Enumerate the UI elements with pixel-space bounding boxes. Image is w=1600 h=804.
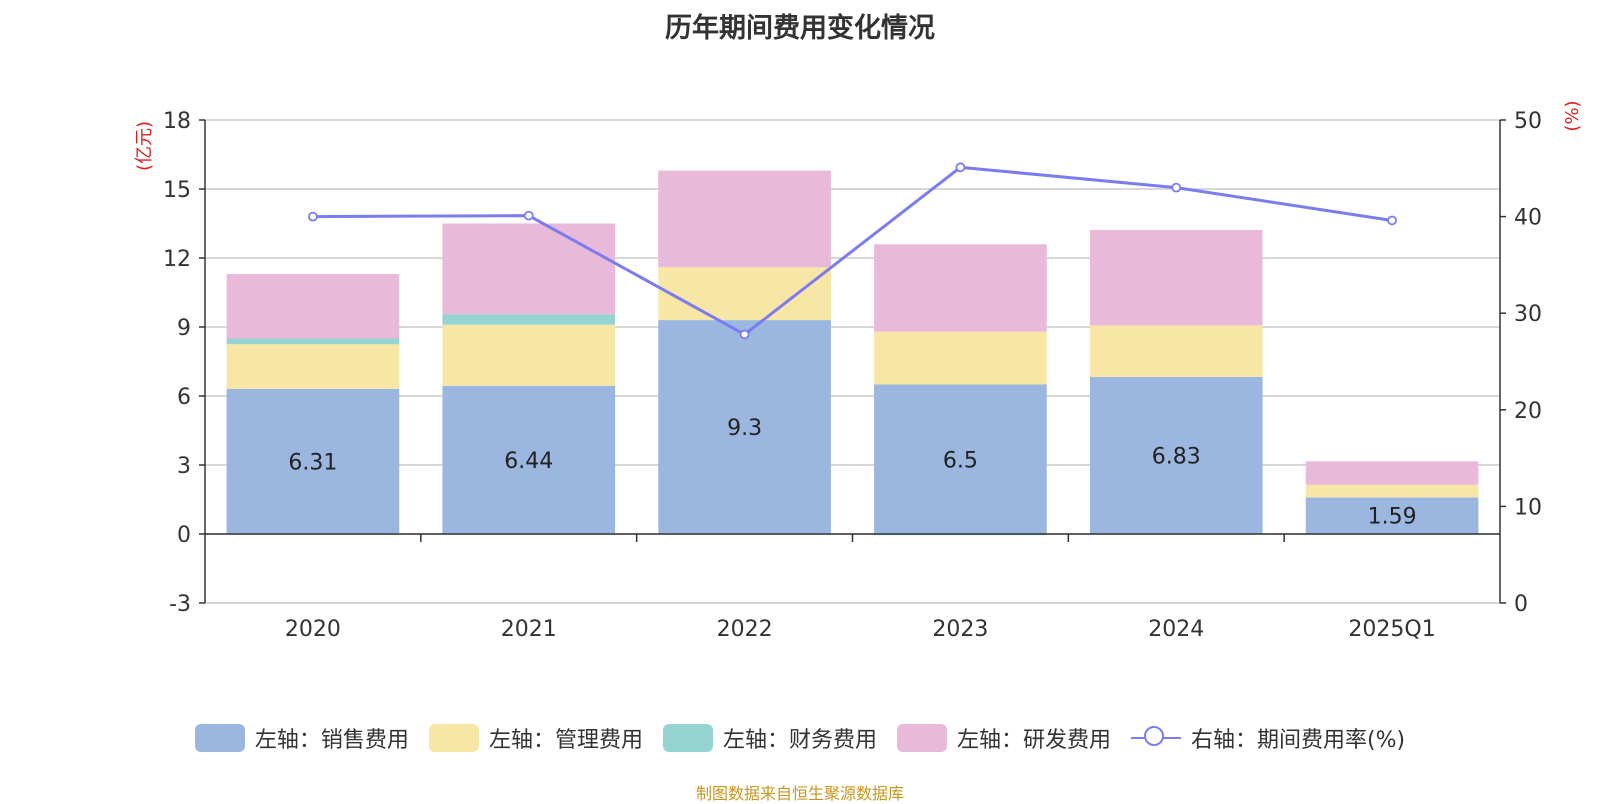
bar-admin [658,267,831,321]
right-tick-label: 10 [1514,495,1542,520]
left-tick-label: 9 [177,316,191,341]
chart-title: 历年期间费用变化情况 [665,13,935,44]
bar-sales [442,385,616,534]
bar-finance [226,338,400,345]
left-tick-label: 3 [177,454,191,479]
left-axis-unit: (亿元) [134,121,155,171]
bar-admin [1305,484,1479,498]
bar-rnd [1305,461,1479,485]
bar-value-label: 6.5 [943,448,978,473]
legend-item-sales[interactable]: 左轴：销售费用 [194,722,409,754]
bar-admin [1089,325,1263,377]
rate-point [955,162,966,173]
left-tick-label: -3 [169,592,191,617]
rate-point [1171,182,1182,193]
category-label: 2021 [501,617,557,642]
rate-point [523,210,534,221]
category-label: 2023 [932,617,988,642]
bar-value-label: 6.44 [504,449,553,474]
axis-layer: -3 0 3 6 9 12 15 18 0 10 20 30 40 50 (亿元) (%) 2020 2021 20… [134,100,1583,642]
rate-point [1387,215,1397,226]
bar-sales [1305,497,1479,534]
bar-rnd [874,244,1047,332]
rate-line [312,165,1393,337]
rate-point [308,211,318,222]
bar-rnd [442,223,616,315]
right-tick-label: 50 [1514,109,1542,134]
left-tick-label: 12 [163,247,191,272]
legend-swatch-rate [1130,724,1181,752]
legend-item-finance[interactable]: 左轴：财务费用 [662,722,877,754]
bar-value-label: 6.31 [288,450,337,475]
right-axis-unit: (%) [1562,100,1583,131]
bar-admin [226,344,400,389]
legend-label-sales: 左轴：销售费用 [254,728,409,753]
right-tick-label: 40 [1514,206,1542,231]
right-tick-label: 0 [1514,592,1528,617]
bar-rnd [226,274,400,339]
bar-value-label: 9.3 [727,416,762,441]
bar-value-label: 6.83 [1152,444,1201,469]
label-layer: 6.31 6.44 9.3 6.5 6.83 1.59 [288,416,1416,530]
chart-canvas: -3 0 3 6 9 12 15 18 0 10 20 30 40 50 (亿元) (%) 2020 2021 20… [134,100,1583,642]
left-tick-label: 6 [177,385,191,410]
legend-swatch-sales [194,724,245,752]
legend-swatch-finance [662,724,713,752]
right-tick-label: 20 [1514,399,1542,424]
legend-label-finance: 左轴：财务费用 [722,728,877,753]
bar-sales [226,388,400,534]
legend-item-admin[interactable]: 左轴：管理费用 [428,722,643,754]
legend-swatch-admin [428,724,479,752]
bar-sales [658,320,831,534]
category-label: 2020 [285,617,341,642]
legend-label-admin: 左轴：管理费用 [488,728,643,753]
bar-finance [442,314,616,325]
legend-label-rate: 右轴：期间费用率(%) [1190,728,1406,753]
bar-rnd [1089,229,1263,326]
legend: 左轴：销售费用 左轴：管理费用 左轴：财务费用 左轴：研发费用 右轴：期间费用率… [0,722,1600,754]
bar-layer [226,170,1479,536]
category-label: 2024 [1148,617,1204,642]
bar-admin [442,324,616,386]
legend-item-rate[interactable]: 右轴：期间费用率(%) [1130,722,1406,754]
bar-admin [874,331,1047,385]
category-label: 2025Q1 [1348,617,1435,642]
left-tick-label: 15 [163,178,191,203]
bar-sales [874,384,1047,534]
category-label: 2022 [717,617,773,642]
source-footer: 制图数据来自恒生聚源数据库 [695,784,904,803]
legend-swatch-rnd [896,724,947,752]
bar-sales [1089,376,1263,534]
line-layer [308,162,1397,340]
bar-rnd [658,170,831,268]
bar-value-label: 1.59 [1368,505,1417,530]
legend-item-rnd[interactable]: 左轴：研发费用 [896,722,1111,754]
left-tick-label: 18 [163,109,191,134]
right-tick-label: 30 [1514,302,1542,327]
rate-point [739,329,750,340]
legend-label-rnd: 左轴：研发费用 [956,728,1111,753]
left-tick-label: 0 [177,523,191,548]
